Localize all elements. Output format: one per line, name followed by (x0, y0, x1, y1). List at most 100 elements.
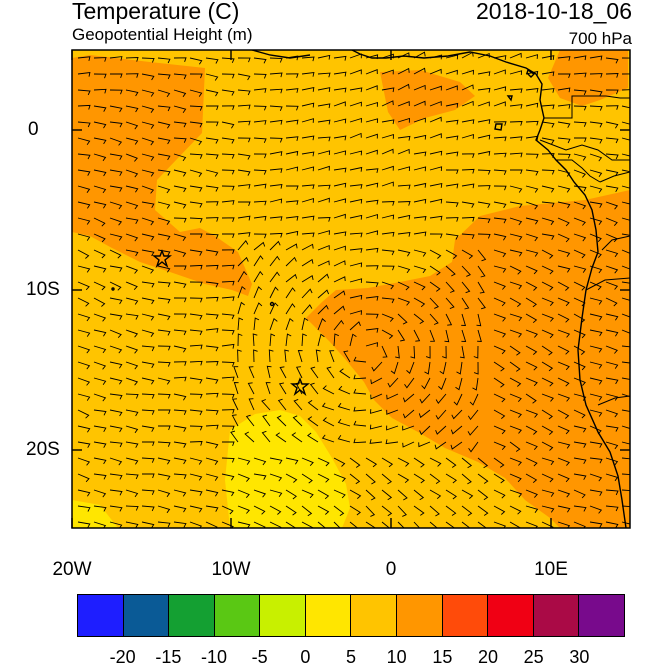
wind-barb (248, 398, 255, 411)
wind-barb (525, 441, 538, 450)
wind-barb (525, 313, 538, 324)
wind-barb (541, 345, 553, 356)
wind-barb (509, 201, 523, 209)
wind-barb (141, 57, 155, 63)
wind-barb (477, 87, 491, 93)
wind-barb (77, 297, 90, 307)
wind-barb (605, 121, 619, 129)
wind-barb (418, 441, 431, 448)
wind-barb (453, 393, 463, 406)
wind-barb (141, 377, 155, 385)
wind-barb (541, 473, 554, 483)
wind-barb (125, 217, 139, 225)
wind-barb (445, 265, 456, 277)
wind-barb (205, 473, 219, 481)
wind-barb (410, 345, 416, 359)
wind-barb (93, 88, 107, 94)
y-axis-label-10s: 10S (26, 279, 60, 300)
wind-barb (77, 56, 91, 62)
wind-barb (557, 409, 570, 419)
wind-barb (333, 473, 346, 482)
wind-barb (557, 153, 571, 159)
wind-barb (493, 233, 507, 241)
wind-barb (589, 201, 603, 208)
wind-barb (189, 393, 203, 399)
wind-barb (189, 377, 203, 384)
wind-barb (285, 136, 299, 142)
wind-barb (445, 297, 455, 310)
colorbar-label: 0 (300, 647, 311, 667)
wind-barb (157, 361, 171, 367)
wind-barb (469, 393, 479, 406)
wind-barb (333, 182, 347, 188)
wind-barb (269, 302, 279, 315)
wind-barb (173, 265, 187, 271)
wind-barb (397, 201, 411, 206)
wind-barb (589, 233, 602, 243)
wind-barb (317, 457, 330, 467)
wind-barb (573, 89, 587, 96)
wind-barb (349, 198, 363, 204)
wind-barb (109, 473, 123, 480)
wind-barb (141, 89, 155, 97)
wind-barb (349, 87, 363, 93)
wind-barb (450, 425, 463, 435)
wind-barb (493, 409, 506, 420)
wind-barb (445, 69, 458, 75)
wind-barb (221, 105, 235, 110)
wind-barb (557, 217, 570, 227)
wind-barb (317, 119, 331, 125)
wind-barb (125, 489, 139, 498)
colorbar-swatch (123, 595, 170, 636)
wind-barb (109, 313, 123, 320)
wind-barb (301, 304, 313, 315)
wind-barb (301, 151, 315, 157)
wind-barb (173, 313, 187, 319)
wind-barb (621, 137, 630, 141)
wind-barb (349, 473, 361, 485)
wind-barb (221, 233, 235, 239)
wind-barb (157, 265, 171, 273)
wind-barb (77, 104, 91, 110)
datetime: 2018-10-18_06 (475, 0, 632, 24)
wind-barb (541, 169, 555, 175)
wind-barb (237, 285, 246, 299)
wind-barb (93, 201, 107, 209)
wind-barb (109, 345, 123, 354)
wind-barb (237, 333, 243, 347)
wind-barb (509, 377, 522, 387)
wind-barb (157, 153, 171, 161)
wind-barb (605, 265, 619, 274)
wind-barb (402, 425, 415, 431)
wind-barb (141, 217, 155, 226)
wind-barb (461, 521, 471, 528)
wind-barb (429, 521, 438, 528)
wind-barb (157, 89, 171, 98)
wind-barb (253, 457, 267, 466)
wind-barb (349, 505, 361, 516)
wind-barb (461, 297, 470, 310)
wind-barb (509, 88, 523, 94)
wind-barb (253, 215, 267, 221)
wind-barb (397, 166, 411, 172)
pressure-level: 700 hPa (568, 29, 632, 48)
y-axis-label-20s: 20S (26, 439, 60, 460)
wind-barb (365, 295, 379, 301)
wind-barb (189, 169, 203, 178)
wind-barb (317, 197, 330, 203)
wind-barb (541, 425, 554, 435)
wind-barb (353, 438, 367, 444)
wind-barb (589, 105, 603, 111)
wind-barb (605, 89, 619, 95)
wind-barb (189, 57, 203, 65)
wind-barb (205, 57, 219, 64)
wind-barb (93, 489, 107, 498)
wind-barb (157, 185, 171, 194)
wind-barb (456, 361, 463, 375)
wind-barb (455, 377, 463, 391)
wind-barb (621, 441, 630, 445)
wind-barb (285, 287, 296, 299)
wind-barb (125, 121, 139, 130)
wind-barb (493, 185, 507, 191)
wind-barb (425, 345, 431, 359)
